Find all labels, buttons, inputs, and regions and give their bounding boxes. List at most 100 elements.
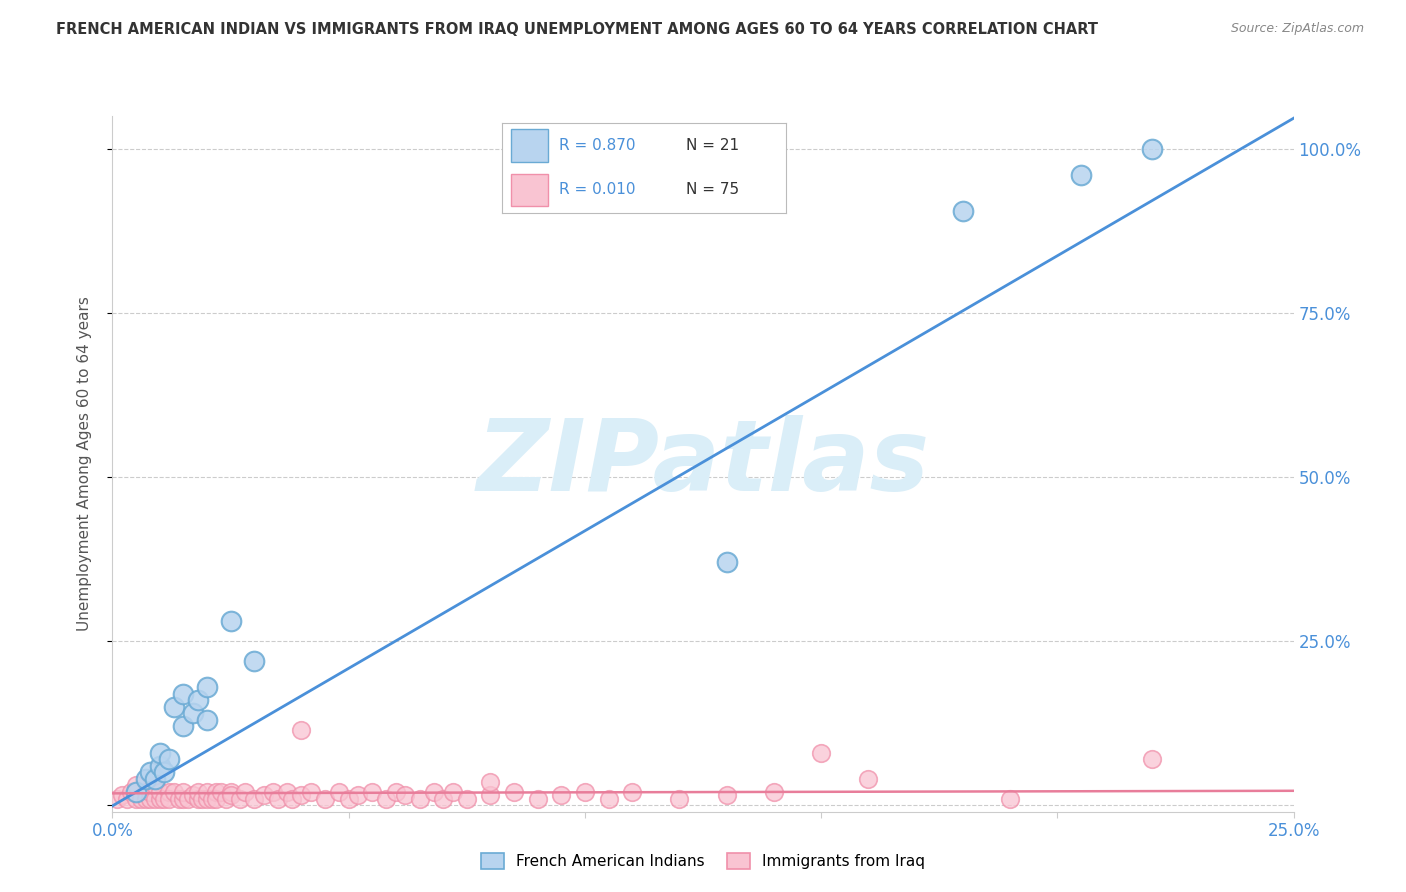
Point (149, 791, 172, 805)
Point (422, 785, 444, 799)
Point (952, 204, 974, 219)
Point (201, 791, 224, 805)
Point (125, 791, 148, 805)
Point (229, 791, 252, 805)
Point (299, 785, 322, 799)
Point (191, 791, 214, 805)
Point (153, 765, 176, 780)
Point (1140, 752, 1163, 766)
Point (111, 789, 134, 803)
Point (205, 785, 228, 799)
Point (408, 791, 430, 805)
Legend: French American Indians, Immigrants from Iraq: French American Indians, Immigrants from… (474, 847, 932, 875)
Point (598, 791, 620, 805)
Point (181, 706, 204, 721)
Point (375, 791, 398, 805)
Point (215, 791, 238, 805)
Point (276, 785, 298, 799)
Text: ZIPatlas: ZIPatlas (477, 416, 929, 512)
Point (172, 687, 194, 701)
Point (157, 752, 180, 766)
Point (153, 791, 176, 805)
Point (105, 791, 128, 805)
Point (219, 789, 242, 803)
Point (574, 785, 596, 799)
Point (621, 785, 644, 799)
Point (195, 680, 218, 694)
Point (243, 654, 266, 668)
Point (456, 791, 478, 805)
Point (125, 785, 148, 799)
Point (195, 785, 218, 799)
Point (219, 785, 242, 799)
Point (290, 789, 312, 803)
Point (177, 791, 200, 805)
Point (125, 779, 148, 793)
Point (858, 772, 880, 786)
Point (163, 699, 186, 714)
Point (209, 785, 232, 799)
Point (129, 791, 152, 805)
Point (314, 791, 336, 805)
Point (172, 791, 194, 805)
Point (503, 785, 526, 799)
Point (998, 791, 1021, 805)
Point (253, 789, 276, 803)
Point (181, 789, 204, 803)
Point (139, 785, 162, 799)
Point (1140, 142, 1163, 156)
Point (243, 791, 266, 805)
Point (149, 785, 172, 799)
Point (186, 791, 208, 805)
Point (337, 791, 360, 805)
Point (479, 789, 502, 803)
Point (394, 789, 416, 803)
Point (290, 723, 312, 737)
Point (115, 791, 138, 805)
Point (143, 791, 166, 805)
Point (479, 775, 502, 789)
Point (810, 746, 832, 760)
Point (186, 693, 208, 707)
Point (143, 779, 166, 793)
Point (149, 746, 172, 760)
Point (550, 789, 572, 803)
Point (139, 791, 162, 805)
Point (135, 785, 157, 799)
Y-axis label: Unemployment Among Ages 60 to 64 years: Unemployment Among Ages 60 to 64 years (77, 296, 91, 632)
Point (149, 758, 172, 772)
Point (163, 785, 186, 799)
Point (262, 785, 284, 799)
Point (195, 713, 218, 727)
Point (716, 789, 738, 803)
Point (135, 772, 157, 786)
Point (233, 785, 256, 799)
Point (135, 791, 157, 805)
Point (219, 615, 242, 629)
Point (762, 785, 785, 799)
Point (432, 791, 454, 805)
Point (120, 785, 142, 799)
Point (143, 772, 166, 786)
Point (205, 791, 228, 805)
Point (347, 789, 370, 803)
Point (157, 785, 180, 799)
Point (167, 791, 190, 805)
Point (172, 719, 194, 733)
Text: Source: ZipAtlas.com: Source: ZipAtlas.com (1230, 22, 1364, 36)
Point (328, 785, 350, 799)
Point (526, 791, 548, 805)
Point (172, 785, 194, 799)
Point (139, 765, 162, 780)
Text: FRENCH AMERICAN INDIAN VS IMMIGRANTS FROM IRAQ UNEMPLOYMENT AMONG AGES 60 TO 64 : FRENCH AMERICAN INDIAN VS IMMIGRANTS FRO… (56, 22, 1098, 37)
Point (441, 785, 464, 799)
Point (1070, 168, 1092, 182)
Point (267, 791, 290, 805)
Point (195, 791, 218, 805)
Point (186, 785, 208, 799)
Point (716, 555, 738, 569)
Point (668, 791, 690, 805)
Point (157, 791, 180, 805)
Point (361, 785, 384, 799)
Point (281, 791, 304, 805)
